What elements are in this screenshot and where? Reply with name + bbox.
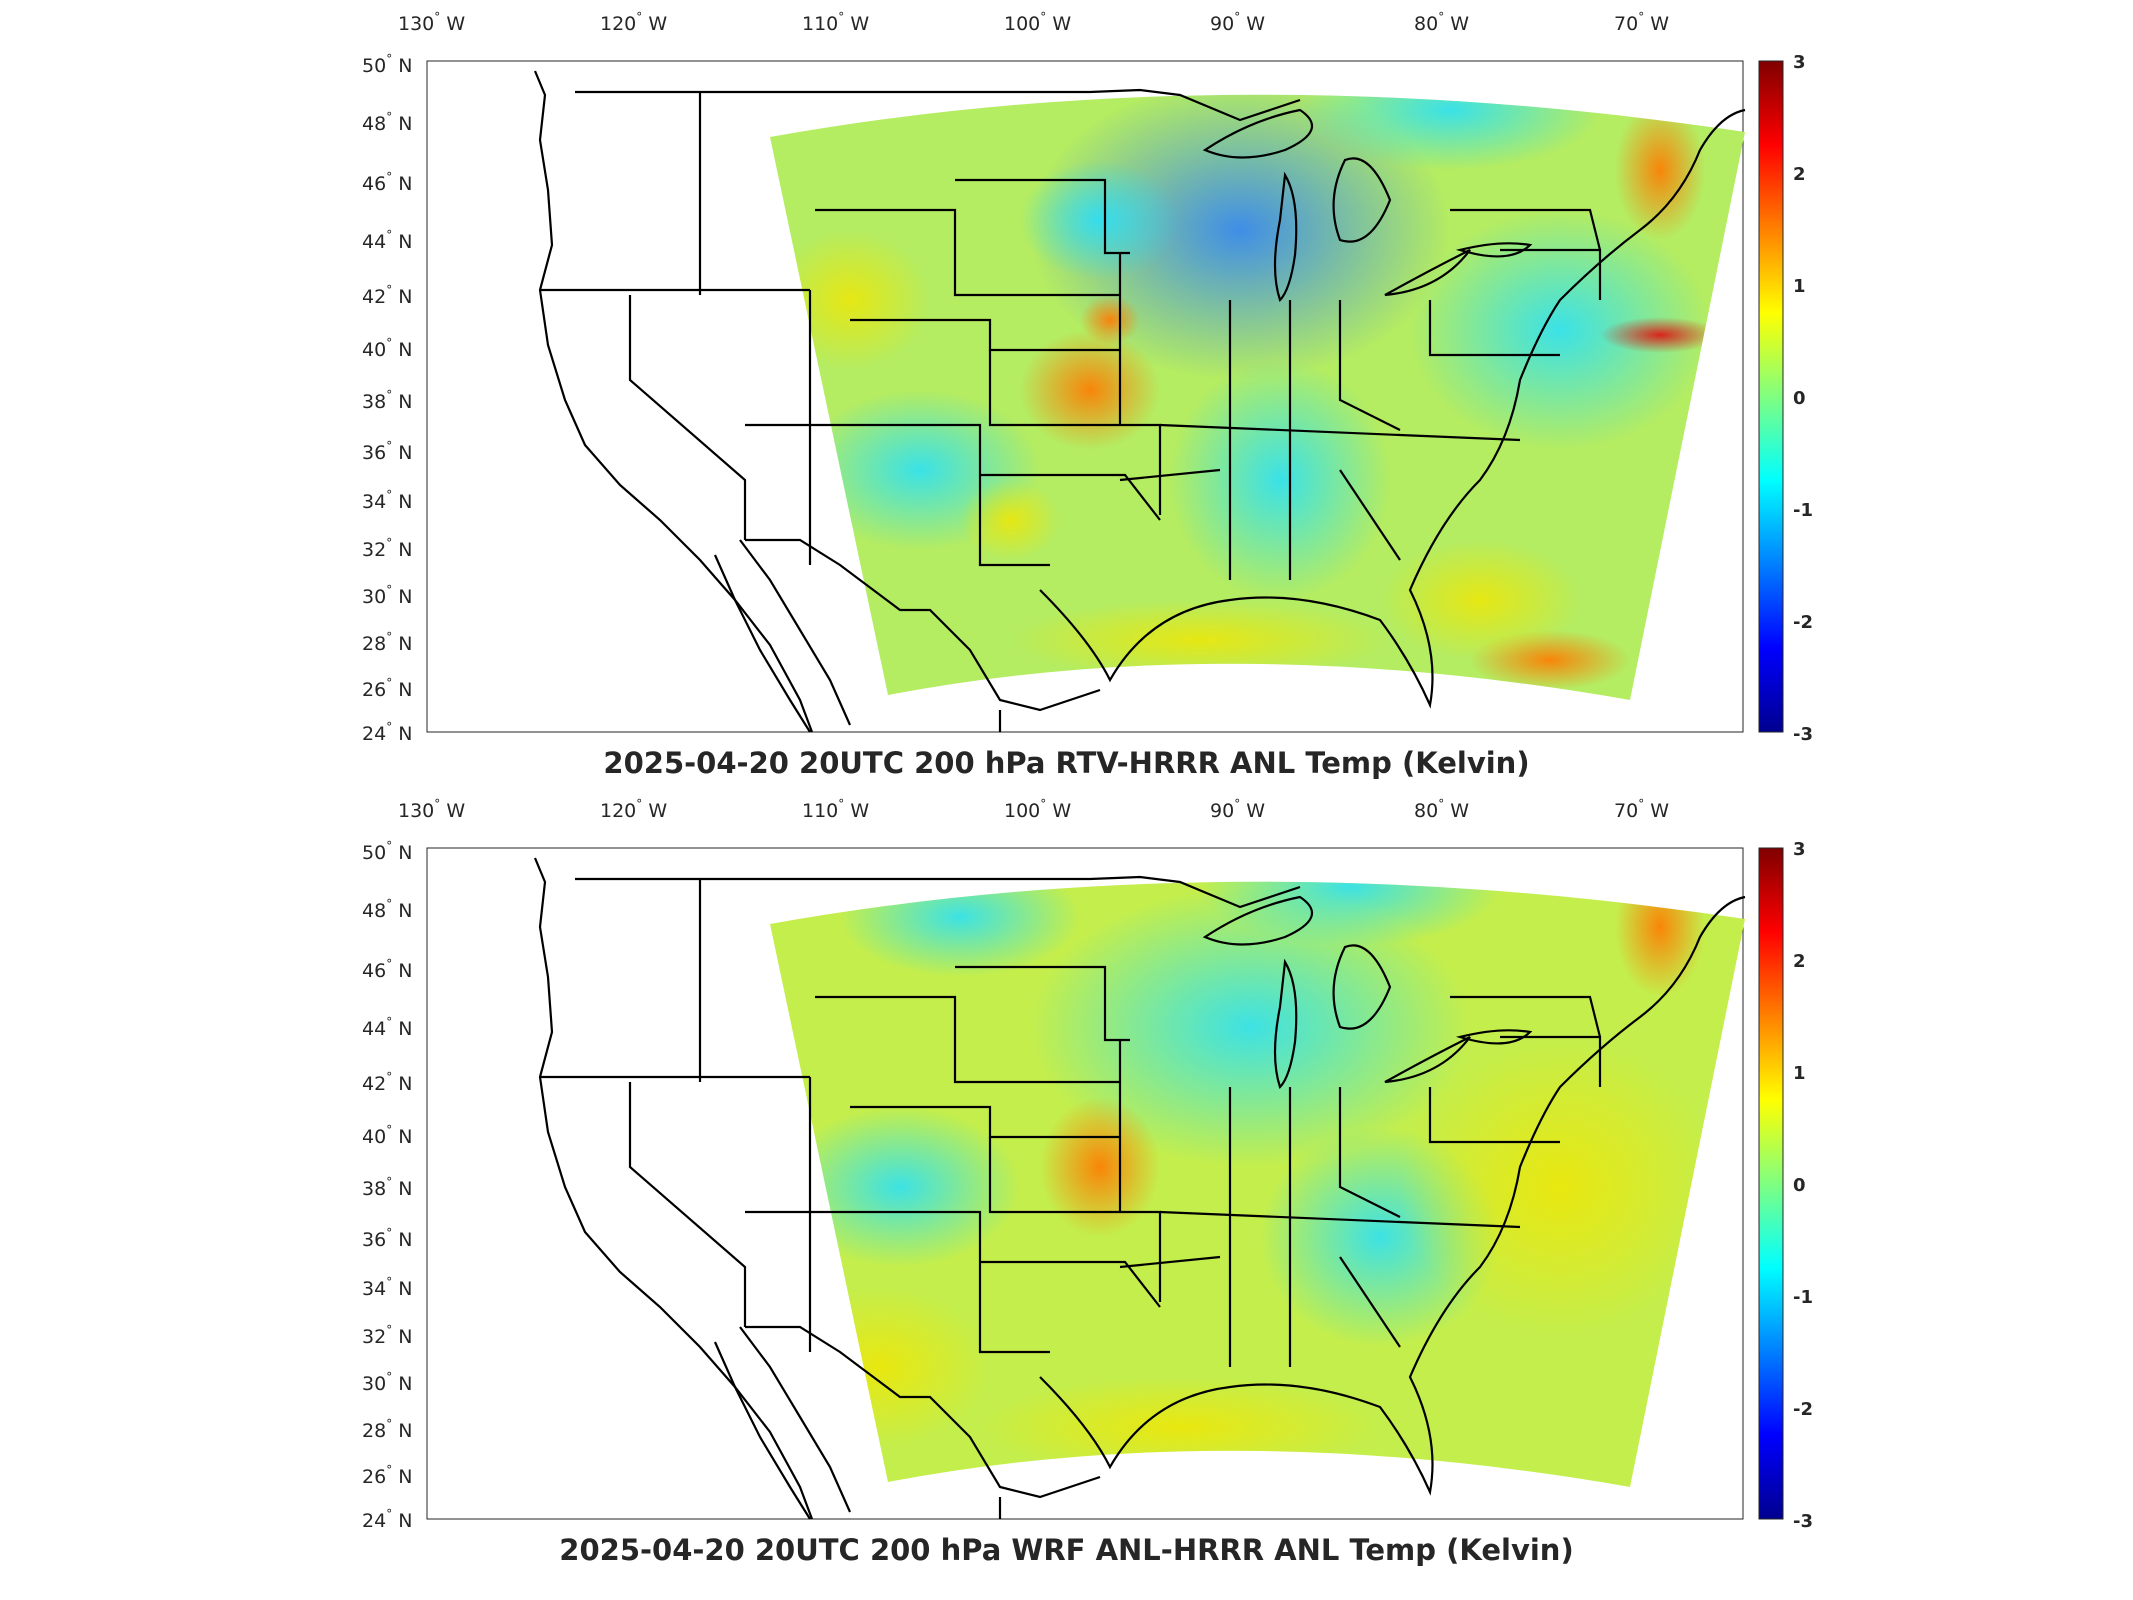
lat-tick-label: 42° N [362, 283, 412, 308]
colorbar-tick-label: 0 [1793, 388, 1806, 409]
map-panel-wrf: 50° N 48° N 46° N 44° N 42° N 40° N 38° … [0, 787, 2133, 1587]
lon-tick-label: 130° W [398, 10, 465, 35]
colorbar: 3 2 1 0 -1 -2 -3 [1758, 839, 1813, 1532]
lon-tick-label: 80° W [1414, 10, 1469, 35]
lat-tick-label: 34° N [362, 1275, 412, 1300]
colorbar-tick-label: 0 [1793, 1175, 1806, 1196]
colorbar-tick-label: 3 [1793, 839, 1806, 860]
lat-tick-label: 34° N [362, 488, 412, 513]
colorbar-tick-label: -3 [1793, 724, 1813, 745]
boundaries [533, 857, 1746, 1520]
lat-tick-label: 24° N [362, 720, 412, 745]
lon-tick-label: 120° W [600, 10, 667, 35]
map-svg: 50° N 48° N 46° N 44° N 42° N 40° N 38° … [362, 797, 1813, 1532]
lat-tick-label: 48° N [362, 897, 412, 922]
lon-axis: 130° W 120° W 110° W 100° W 90° W 80° W … [398, 10, 1669, 35]
lat-axis: 50° N 48° N 46° N 44° N 42° N 40° N 38° … [362, 52, 412, 745]
panel-title: 2025-04-20 20UTC 200 hPa WRF ANL-HRRR AN… [559, 1533, 1574, 1567]
lat-tick-label: 42° N [362, 1070, 412, 1095]
lat-axis: 50° N 48° N 46° N 44° N 42° N 40° N 38° … [362, 839, 412, 1532]
lat-tick-label: 30° N [362, 1370, 412, 1395]
lat-tick-label: 26° N [362, 676, 412, 701]
colorbar-tick-label: 1 [1793, 276, 1806, 297]
colorbar-tick-label: -1 [1793, 1287, 1813, 1308]
lat-tick-label: 40° N [362, 1123, 412, 1148]
lon-tick-label: 110° W [802, 10, 869, 35]
lon-tick-label: 130° W [398, 797, 465, 822]
lat-tick-label: 50° N [362, 839, 412, 864]
colorbar-tick-label: -2 [1793, 1399, 1813, 1420]
lat-tick-label: 44° N [362, 1015, 412, 1040]
lat-tick-label: 36° N [362, 439, 412, 464]
lat-tick-label: 38° N [362, 388, 412, 413]
lat-tick-label: 50° N [362, 52, 412, 77]
colorbar: 3 2 1 0 -1 -2 -3 [1758, 52, 1813, 745]
lon-tick-label: 120° W [600, 797, 667, 822]
colorbar-gradient [1758, 60, 1784, 733]
lat-tick-label: 28° N [362, 1417, 412, 1442]
colorbar-tick-label: 1 [1793, 1063, 1806, 1084]
colorbar-tick-label: 3 [1793, 52, 1806, 73]
lat-tick-label: 32° N [362, 536, 412, 561]
lat-tick-label: 46° N [362, 957, 412, 982]
lat-tick-label: 26° N [362, 1463, 412, 1488]
temperature-field [770, 94, 1745, 700]
lat-tick-label: 46° N [362, 170, 412, 195]
colorbar-tick-label: -3 [1793, 1511, 1813, 1532]
lon-tick-label: 70° W [1614, 10, 1669, 35]
lon-tick-label: 90° W [1210, 10, 1265, 35]
lon-tick-label: 90° W [1210, 797, 1265, 822]
lon-tick-label: 100° W [1004, 10, 1071, 35]
boundaries [533, 70, 1746, 733]
colorbar-tick-label: -2 [1793, 612, 1813, 633]
lon-axis: 130° W 120° W 110° W 100° W 90° W 80° W … [398, 797, 1669, 822]
lat-tick-label: 38° N [362, 1175, 412, 1200]
lat-tick-label: 44° N [362, 228, 412, 253]
temperature-field [770, 881, 1745, 1487]
lat-tick-label: 28° N [362, 630, 412, 655]
map-svg: 50° N 48° N 46° N 44° N 42° N 40° N 38° … [362, 10, 1813, 745]
colorbar-tick-label: 2 [1793, 951, 1806, 972]
colorbar-tick-label: 2 [1793, 164, 1806, 185]
map-panel-rtv: 50° N 48° N 46° N 44° N 42° N 40° N 38° … [362, 10, 1813, 780]
lon-tick-label: 110° W [802, 797, 869, 822]
lon-tick-label: 80° W [1414, 797, 1469, 822]
lon-tick-label: 70° W [1614, 797, 1669, 822]
colorbar-tick-label: -1 [1793, 500, 1813, 521]
lat-tick-label: 30° N [362, 583, 412, 608]
lat-tick-label: 48° N [362, 110, 412, 135]
panel-title: 2025-04-20 20UTC 200 hPa RTV-HRRR ANL Te… [603, 746, 1530, 780]
lat-tick-label: 40° N [362, 336, 412, 361]
lat-tick-label: 24° N [362, 1507, 412, 1532]
lon-tick-label: 100° W [1004, 797, 1071, 822]
colorbar-gradient [1758, 847, 1784, 1520]
lat-tick-label: 36° N [362, 1226, 412, 1251]
lat-tick-label: 32° N [362, 1323, 412, 1348]
